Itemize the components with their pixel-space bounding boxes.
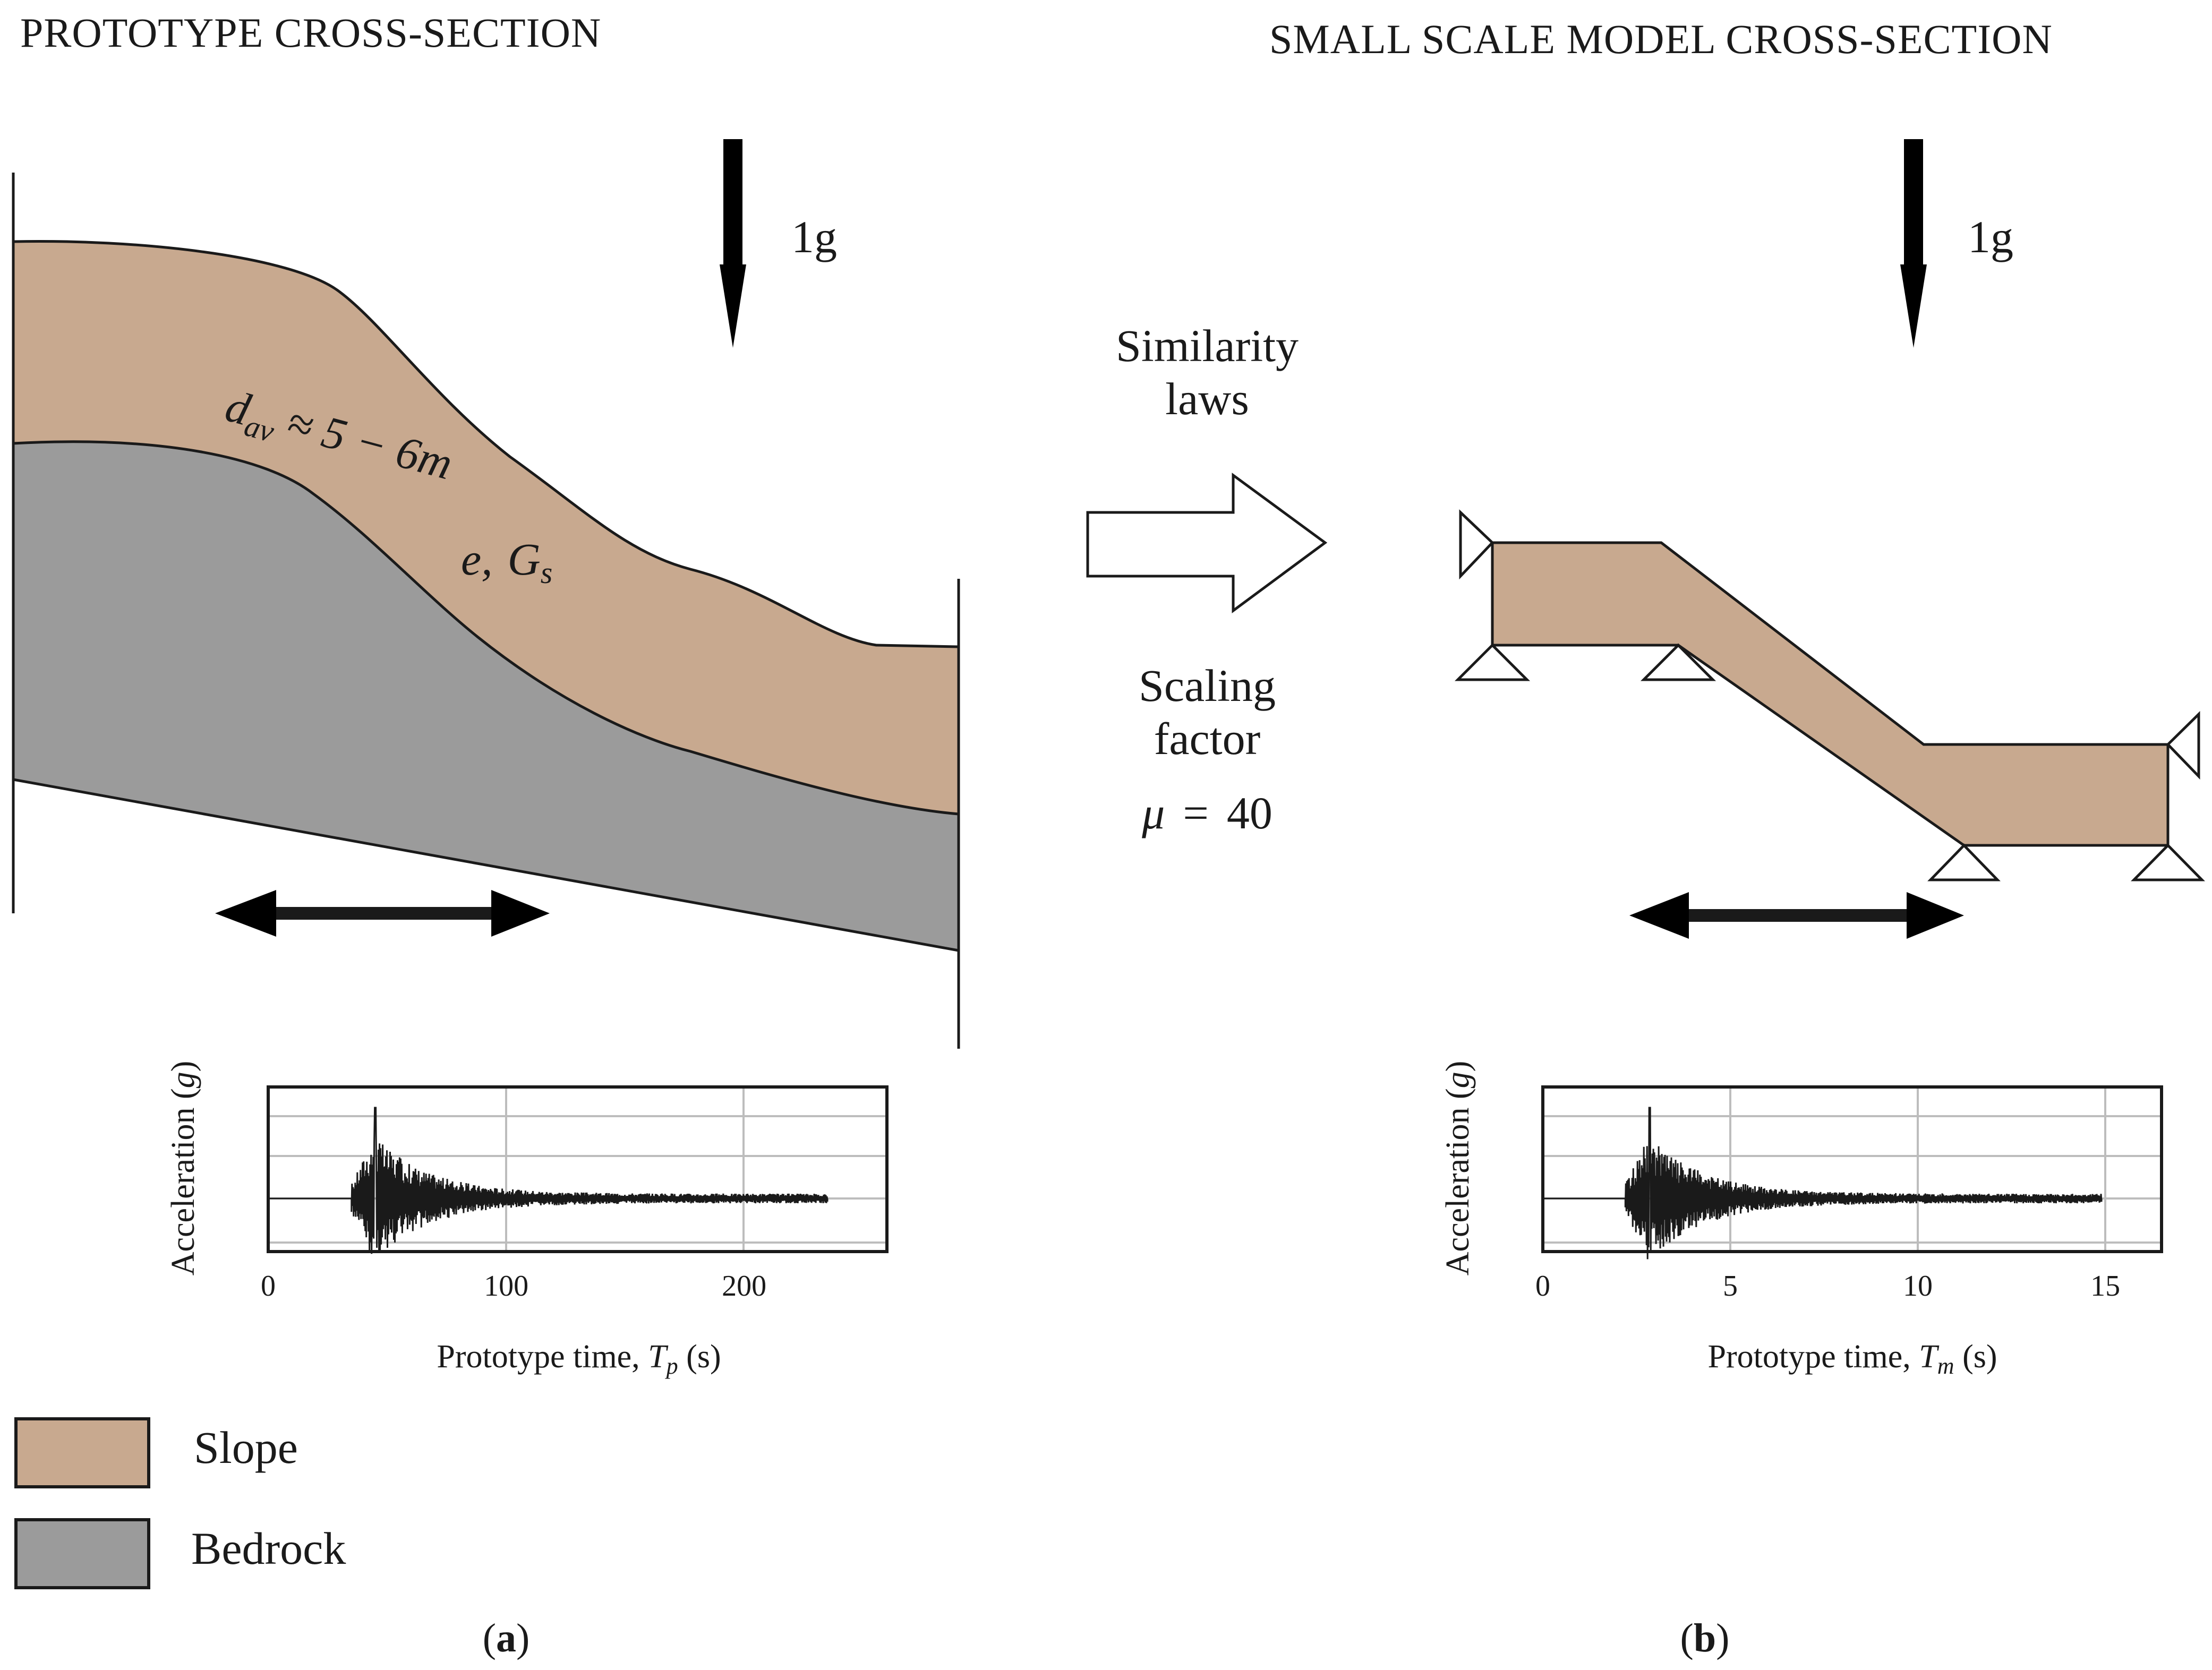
panel-a-heading: PROTOTYPE CROSS-SECTION <box>20 10 601 56</box>
bedrock-layer <box>13 441 959 950</box>
panel-a: PROTOTYPE CROSS-SECTION dav ≈ 5 − 6m e, G… <box>12 10 960 1049</box>
double-arrow-icon-a <box>215 890 550 937</box>
chart-a-signal-line <box>268 1107 829 1254</box>
double-arrow-icon-b <box>1629 892 1964 939</box>
triangle-support-icon-left <box>1459 509 1494 580</box>
chart-b-tick-labels: 0 5 10 15 <box>1535 1270 2120 1303</box>
scaling-line1: Scaling <box>1139 660 1276 711</box>
model-slope-body <box>1491 541 2170 847</box>
soil-parameters-label: e, Gs <box>461 534 552 590</box>
gravity-arrow-icon-a <box>720 139 746 348</box>
similarity-line2: laws <box>1165 373 1249 424</box>
chart-b-frame <box>1541 1085 2163 1253</box>
chart-a-tick-labels: 0 100 200 <box>261 1270 766 1303</box>
gravity-label-b: 1g <box>1968 211 2013 262</box>
chart-b-y-axis-label: Acceleration (g) <box>1440 1061 1476 1276</box>
acceleration-chart-a: 0 100 200 Prototype time, Tp (s) Acceler… <box>165 1061 889 1379</box>
triangle-support-icon-bottom-4 <box>2131 843 2205 881</box>
panel-b-caption: (b) <box>1680 1616 1730 1660</box>
slope-bedrock-interface <box>13 440 959 816</box>
gravity-arrow-icon-b <box>1900 139 1927 348</box>
legend-label-bedrock: Bedrock <box>191 1523 346 1574</box>
chart-a-frame <box>267 1085 889 1253</box>
chart-a-x-axis-label: Prototype time, Tp (s) <box>437 1339 721 1379</box>
chart-b-tick-10: 10 <box>1903 1270 1933 1303</box>
triangle-support-icon-bottom-2 <box>1640 643 1716 681</box>
slope-layer <box>13 241 959 815</box>
chart-a-tick-0: 0 <box>261 1270 276 1303</box>
similarity-section: Similarity laws Scaling factor μ = 40 <box>1086 320 1328 838</box>
legend: Slope Bedrock <box>14 1417 346 1589</box>
chart-a-y-axis-label: Acceleration (g) <box>165 1061 201 1276</box>
legend-label-slope: Slope <box>194 1422 298 1473</box>
triangle-support-icon-bottom-3 <box>1927 843 2001 881</box>
chart-a-tick-100: 100 <box>484 1270 528 1303</box>
scaling-factor-value: μ = 40 <box>1141 787 1272 838</box>
chart-b-signal-line <box>1543 1107 2103 1260</box>
legend-swatch-slope <box>14 1417 150 1488</box>
chart-b-tick-0: 0 <box>1535 1270 1550 1303</box>
gravity-label-a: 1g <box>791 211 837 262</box>
chart-b-tick-5: 5 <box>1723 1270 1738 1303</box>
acceleration-chart-b: 0 5 10 15 Prototype time, Tm (s) Acceler… <box>1440 1061 2163 1379</box>
scaling-line2: factor <box>1154 713 1261 764</box>
bedrock-base-line <box>13 778 959 952</box>
triangle-support-icon-right <box>2166 711 2200 780</box>
similarity-line1: Similarity <box>1116 320 1299 371</box>
chart-b-x-axis-label: Prototype time, Tm (s) <box>1708 1339 1997 1379</box>
triangle-support-icon-bottom-1 <box>1454 643 1531 681</box>
right-arrow-icon <box>1086 473 1328 613</box>
ground-surface-line <box>13 239 959 648</box>
prototype-cross-section <box>12 173 960 1049</box>
panel-a-caption: (a) <box>483 1616 530 1660</box>
chart-a-tick-200: 200 <box>722 1270 766 1303</box>
legend-swatch-bedrock <box>14 1518 150 1589</box>
panel-b-heading: SMALL SCALE MODEL CROSS-SECTION <box>1269 16 2053 62</box>
chart-a-gridlines <box>268 1087 887 1252</box>
panel-b: SMALL SCALE MODEL CROSS-SECTION 1g <box>1269 16 2205 939</box>
chart-b-tick-15: 15 <box>2090 1270 2120 1303</box>
